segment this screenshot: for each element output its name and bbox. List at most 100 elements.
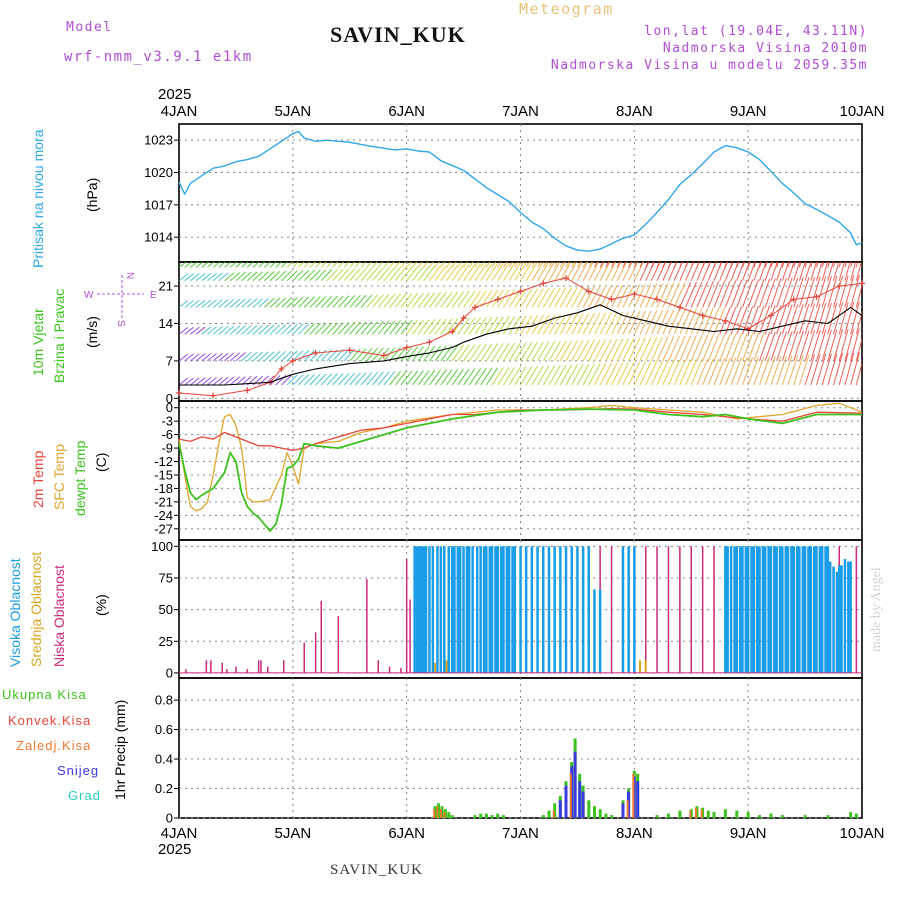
cloud-high-bar bbox=[422, 546, 425, 673]
wind-barb bbox=[798, 277, 810, 308]
wind-barb bbox=[793, 330, 804, 362]
wind-barb bbox=[406, 292, 419, 308]
wind-barb bbox=[258, 375, 269, 386]
cloud-high-bar bbox=[519, 546, 522, 673]
wind-barb bbox=[559, 313, 573, 335]
precip-rain-bar bbox=[610, 815, 614, 818]
wind-barb bbox=[588, 262, 593, 268]
wind-barb bbox=[406, 370, 419, 386]
temp-ytick-label: -15 bbox=[154, 467, 173, 482]
wind-barb bbox=[389, 293, 401, 308]
wind-barb bbox=[724, 262, 728, 268]
cloud-ylabel-high: Visoka Oblacnost bbox=[7, 558, 23, 667]
wind-barb bbox=[616, 262, 621, 268]
wind-barb bbox=[377, 371, 390, 386]
wind-barb bbox=[707, 307, 720, 335]
wind-barb bbox=[548, 262, 561, 281]
cloud-low-bar bbox=[283, 660, 285, 673]
wind-barb bbox=[582, 339, 595, 362]
cloud-high-bar bbox=[458, 546, 462, 673]
wind-barb bbox=[372, 320, 384, 335]
cloud-low-bar bbox=[400, 667, 402, 673]
wind-barb bbox=[491, 263, 504, 281]
wind-barb bbox=[235, 271, 246, 282]
wind-barbs bbox=[179, 262, 862, 386]
wind-barb bbox=[184, 326, 194, 335]
wind-barb bbox=[565, 313, 578, 335]
wind-barb bbox=[389, 262, 395, 268]
wind-barb bbox=[827, 262, 830, 268]
wind-barb bbox=[463, 264, 476, 281]
wind-barb bbox=[582, 262, 594, 281]
cloud-high-bar bbox=[447, 546, 450, 673]
date-top-label: 10JAN bbox=[839, 103, 884, 120]
wind-barb bbox=[776, 331, 787, 362]
wind-barb bbox=[582, 312, 595, 335]
wind-barb bbox=[685, 262, 695, 281]
cloud-high-bar bbox=[494, 546, 497, 673]
wind-barb bbox=[440, 262, 446, 268]
wind-barb bbox=[190, 353, 200, 362]
precip-rain-bar bbox=[667, 813, 670, 818]
wind-barb bbox=[690, 262, 700, 281]
wind-barb bbox=[696, 334, 709, 362]
wind-barb bbox=[810, 262, 818, 281]
wind-barb bbox=[844, 352, 855, 386]
wind-barb bbox=[292, 262, 299, 268]
wind-barb bbox=[332, 322, 344, 335]
wind-barb bbox=[309, 269, 321, 282]
wind-barb bbox=[753, 305, 765, 335]
wind-barb bbox=[776, 262, 784, 281]
cloud-high-bar bbox=[598, 589, 602, 673]
cloud-high-bar bbox=[476, 546, 479, 673]
wind-barb bbox=[548, 314, 561, 335]
wind-barb bbox=[412, 346, 424, 362]
wind-barb bbox=[525, 315, 539, 335]
wind-barb bbox=[662, 336, 675, 362]
wind-barb bbox=[838, 352, 849, 386]
wind-barb bbox=[207, 262, 215, 268]
wind-barb bbox=[548, 364, 561, 386]
cloud-high-bar bbox=[775, 546, 778, 673]
wind-barb bbox=[179, 353, 189, 362]
wind-barb bbox=[474, 263, 487, 281]
wind-barb bbox=[554, 287, 567, 308]
wind-barb bbox=[372, 294, 384, 308]
wind-barb bbox=[639, 337, 652, 362]
wind-barb bbox=[474, 317, 487, 335]
wind-barb bbox=[628, 337, 641, 362]
cloud-high-bar bbox=[564, 546, 568, 673]
wind-gust-point bbox=[745, 325, 752, 332]
cloud-high-bar bbox=[511, 546, 514, 673]
precip-rain-bar bbox=[473, 815, 477, 818]
wind-barb bbox=[702, 262, 711, 281]
wind-barb bbox=[639, 262, 650, 281]
wind-barb bbox=[787, 304, 799, 335]
wind-barb bbox=[645, 262, 656, 281]
wind-barb bbox=[622, 284, 635, 308]
wind-barb bbox=[440, 369, 453, 386]
year-top-label: 2025 bbox=[158, 86, 191, 103]
wind-barb bbox=[309, 262, 316, 268]
panel-frame-pressure bbox=[178, 123, 863, 263]
wind-barb bbox=[235, 376, 246, 386]
cloud-low-bar bbox=[667, 546, 670, 673]
station-title: SAVIN_KUK bbox=[330, 22, 466, 47]
wind-barb bbox=[269, 270, 281, 282]
wind-barb bbox=[656, 309, 669, 335]
date-bottom-label: 6JAN bbox=[388, 825, 425, 842]
cloud-high-bar bbox=[812, 546, 816, 673]
wind-barb bbox=[764, 331, 776, 362]
precip-snow-bar bbox=[564, 785, 568, 818]
cloud-low-bar bbox=[855, 546, 858, 673]
cloud-high-bar bbox=[773, 546, 776, 673]
wind-barb bbox=[781, 262, 785, 268]
wind-barb bbox=[713, 358, 726, 386]
compass-w: W bbox=[84, 290, 94, 301]
wind-speed-line bbox=[179, 304, 863, 386]
temp-ytick-label: 0 bbox=[166, 400, 173, 415]
precip-snow-bar bbox=[581, 791, 585, 818]
wind-barb bbox=[184, 353, 194, 362]
wind-barb bbox=[730, 279, 742, 308]
wind-barb bbox=[668, 262, 678, 281]
